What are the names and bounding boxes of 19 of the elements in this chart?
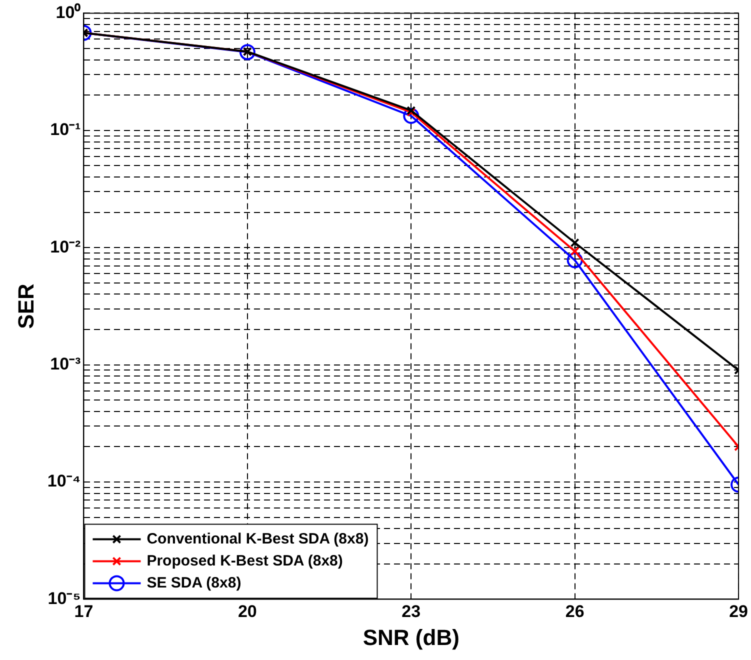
y-tick-label: 10⁻² bbox=[50, 237, 82, 256]
y-tick-label: 10⁰ bbox=[56, 2, 81, 22]
y-axis-title: SER bbox=[13, 283, 38, 329]
x-tick-label: 23 bbox=[402, 602, 421, 622]
x-tick-label: 26 bbox=[565, 602, 584, 622]
point bbox=[403, 108, 420, 124]
legend-label: Conventional K-Best SDA (8x8) bbox=[146, 530, 369, 548]
point bbox=[570, 246, 580, 256]
point bbox=[239, 44, 256, 60]
x-tick-label: 29 bbox=[729, 602, 748, 622]
x-tick-label: 20 bbox=[238, 602, 257, 622]
y-tick-label: 10⁻⁴ bbox=[47, 472, 81, 491]
legend-label: SE SDA (8x8) bbox=[146, 574, 242, 592]
y-tick-label: 10⁻³ bbox=[50, 354, 82, 374]
legend-label: Proposed K-Best SDA (8x8) bbox=[146, 552, 343, 570]
y-tick-label: 10⁻¹ bbox=[50, 120, 82, 140]
point bbox=[566, 252, 583, 268]
point bbox=[570, 238, 580, 248]
x-axis-title: SNR (dB) bbox=[362, 624, 460, 650]
